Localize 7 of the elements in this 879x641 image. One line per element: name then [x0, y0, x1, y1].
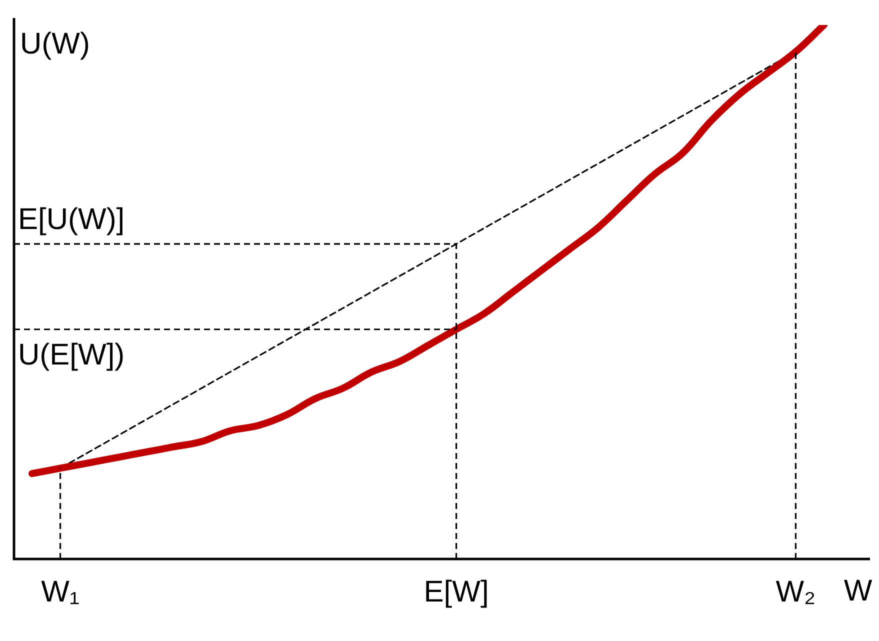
x-axis-title: W: [844, 574, 873, 608]
x-tick-label: E[W]: [424, 575, 489, 608]
x-tick-label: W₂: [776, 575, 816, 608]
y-axis-title: U(W): [20, 27, 90, 60]
ref-line-label: U(E[W]): [18, 338, 125, 372]
x-tick-label: W₁: [41, 575, 80, 608]
ref-line-label: E[U(W)]: [18, 203, 125, 236]
